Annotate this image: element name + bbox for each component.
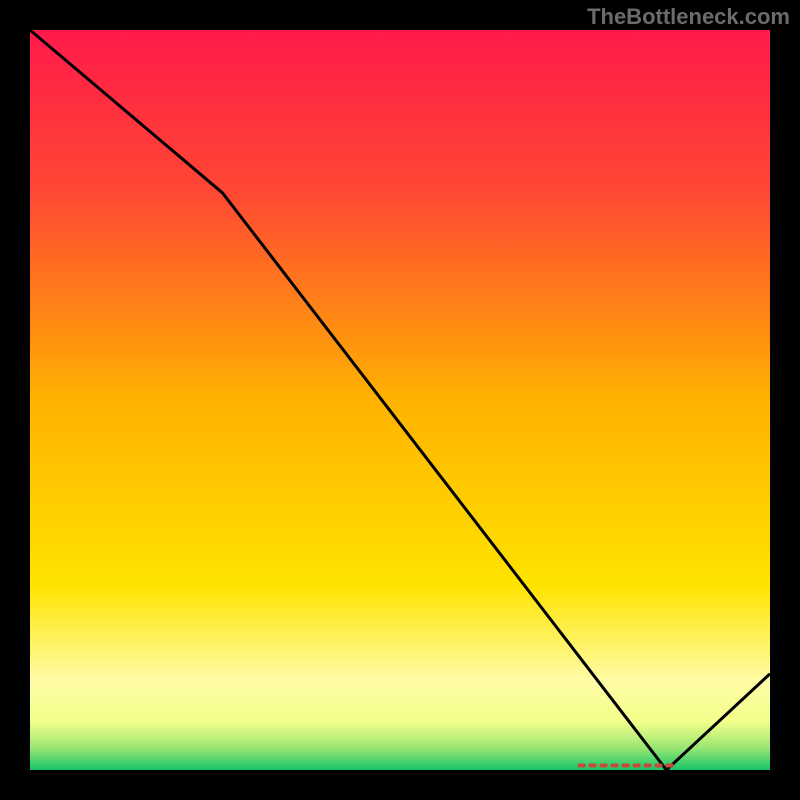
chart-container: TheBottleneck.com — [0, 0, 800, 800]
chart-svg — [0, 0, 800, 800]
watermark-text: TheBottleneck.com — [587, 4, 790, 30]
optimal-marker — [578, 764, 674, 768]
plot-background — [30, 30, 770, 770]
